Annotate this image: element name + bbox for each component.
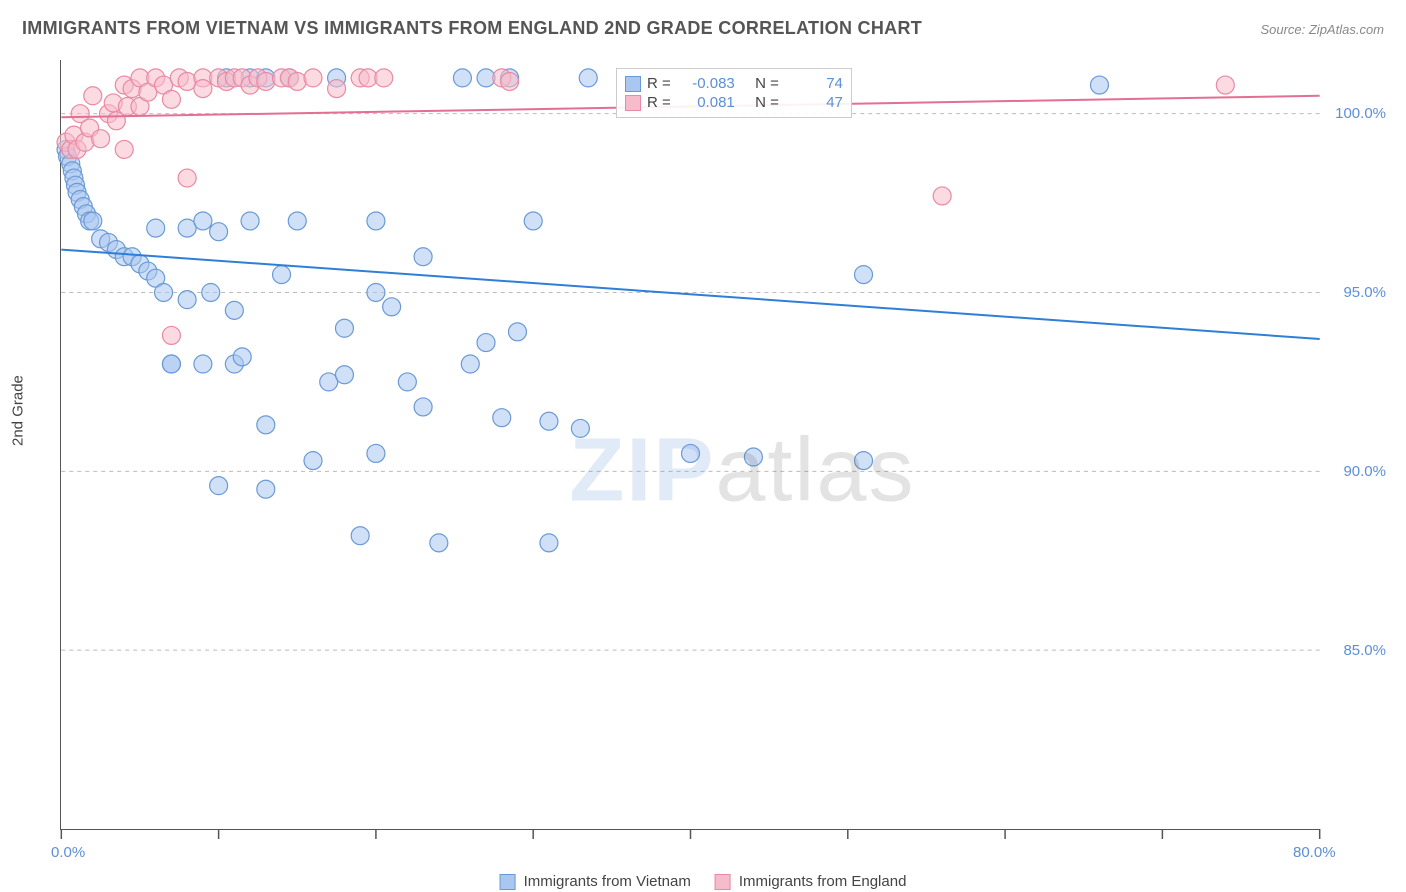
correlation-legend-box: R = -0.083 N = 74 R = 0.081 N = 47 (616, 68, 852, 118)
x-tick-label: 80.0% (1293, 844, 1336, 861)
correlation-legend-row: R = 0.081 N = 47 (625, 94, 843, 111)
series-legend: Immigrants from Vietnam Immigrants from E… (500, 873, 907, 890)
y-tick-label: 100.0% (1335, 105, 1386, 122)
series-legend-label: Immigrants from England (739, 873, 907, 890)
y-axis-label: 2nd Grade (10, 375, 27, 446)
series-legend-item: Immigrants from Vietnam (500, 873, 691, 890)
scatter-plot-area: ZIPatlas R = -0.083 N = 74R = 0.081 N = … (60, 60, 1320, 830)
y-tick-label: 85.0% (1343, 642, 1386, 659)
y-tick-label: 90.0% (1343, 463, 1386, 480)
legend-swatch (625, 76, 641, 92)
source-attribution: Source: ZipAtlas.com (1260, 22, 1384, 37)
x-tick-label: 0.0% (51, 844, 85, 861)
series-legend-label: Immigrants from Vietnam (524, 873, 691, 890)
series-legend-item: Immigrants from England (715, 873, 907, 890)
legend-swatch (715, 874, 731, 890)
y-tick-label: 95.0% (1343, 284, 1386, 301)
legend-swatch (500, 874, 516, 890)
chart-title: IMMIGRANTS FROM VIETNAM VS IMMIGRANTS FR… (22, 18, 922, 39)
legend-swatch (625, 95, 641, 111)
correlation-legend-row: R = -0.083 N = 74 (625, 75, 843, 92)
chart-svg (61, 60, 1320, 829)
